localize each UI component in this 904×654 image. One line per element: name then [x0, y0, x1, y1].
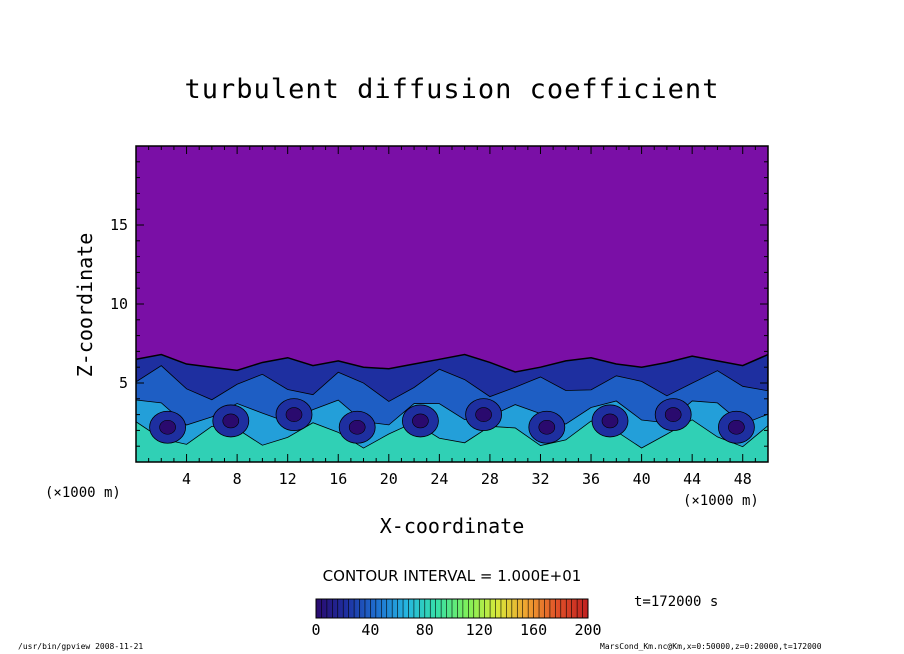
colorbar-contour-lines [321, 599, 583, 618]
x-axis-title: X-coordinate [379, 514, 525, 538]
y-axis-title: Z-coordinate [73, 232, 97, 378]
eddy-core [475, 407, 492, 422]
eddy-core [285, 407, 303, 422]
eddy-core [159, 419, 176, 435]
x-tick-label: 16 [329, 470, 347, 488]
colorbar-tick-label: 160 [520, 621, 547, 639]
eddy-core [601, 413, 619, 429]
y-tick-label: 15 [110, 216, 128, 234]
x-unit-label-left: (×1000 m) [45, 485, 121, 501]
chart-title: turbulent diffusion coefficient [184, 74, 720, 105]
colorbar: 0 40 80 120 160 200 [311, 598, 602, 639]
eddy-core [538, 419, 556, 435]
eddy-core [412, 413, 429, 429]
colorbar-tick-label: 40 [361, 621, 379, 639]
x-tick-label: 20 [380, 470, 398, 488]
y-tick-label: 10 [110, 295, 128, 313]
eddy-core [348, 419, 366, 435]
x-tick-label: 32 [531, 470, 549, 488]
colorbar-tick-label: 80 [416, 621, 434, 639]
x-tick-label: 12 [279, 470, 297, 488]
x-tick-label: 24 [430, 470, 448, 488]
x-tick-label: 4 [182, 470, 191, 488]
colorbar-ticks: 0 40 80 120 160 200 [311, 621, 601, 639]
eddy-core [728, 419, 745, 435]
x-tick-label: 40 [633, 470, 651, 488]
eddy-core [222, 413, 240, 429]
x-tick-label: 8 [233, 470, 242, 488]
contour-interval-label: CONTOUR INTERVAL = 1.000E+01 [322, 567, 582, 585]
y-tick-label: 5 [119, 374, 128, 392]
x-unit-label-right: (×1000 m) [683, 493, 759, 509]
x-tick-label: 28 [481, 470, 499, 488]
footer-right: MarsCond_Km.nc@Km,x=0:50000,z=0:20000,t=… [600, 642, 822, 651]
x-tick-label: 36 [582, 470, 600, 488]
time-label: t=172000 s [634, 594, 719, 610]
footer-left: /usr/bin/gpview 2008-11-21 [18, 642, 144, 651]
eddy-core [664, 407, 682, 422]
x-axis: 4 8 12 16 20 24 28 32 36 40 44 48 [148, 146, 756, 488]
turbulence-field [136, 353, 768, 462]
colorbar-tick-label: 0 [311, 621, 320, 639]
x-tick-label: 44 [683, 470, 701, 488]
colorbar-tick-label: 120 [466, 621, 493, 639]
colorbar-tick-label: 200 [574, 621, 601, 639]
y-axis: 5 10 15 [110, 161, 768, 447]
x-tick-label: 48 [734, 470, 752, 488]
